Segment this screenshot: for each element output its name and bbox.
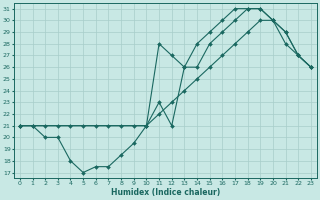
X-axis label: Humidex (Indice chaleur): Humidex (Indice chaleur) [111, 188, 220, 197]
